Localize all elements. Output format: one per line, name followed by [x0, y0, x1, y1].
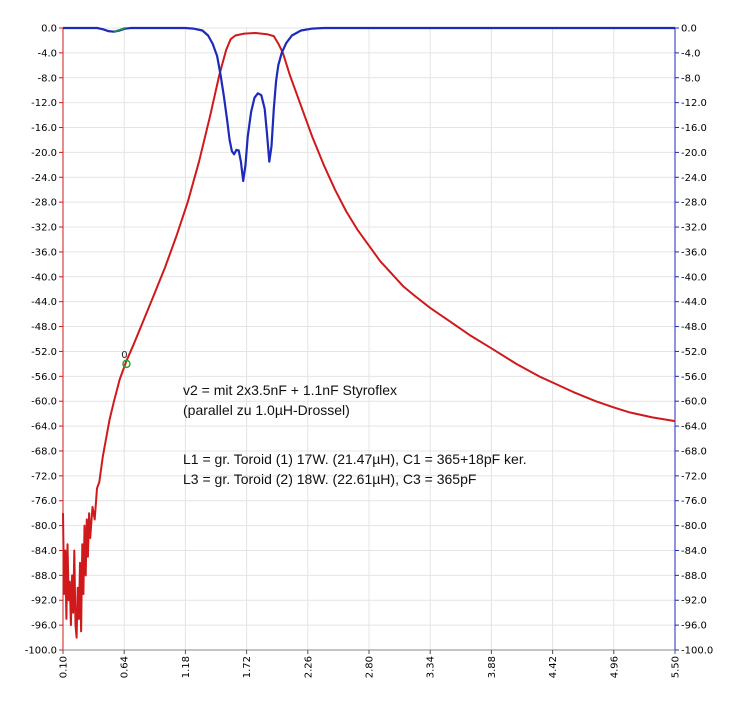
- right-tick-label: -8.0: [681, 73, 701, 84]
- right-tick-label: -76.0: [681, 496, 707, 507]
- left-tick-label: -36.0: [31, 247, 57, 258]
- left-tick-label: -52.0: [31, 347, 57, 358]
- right-tick-label: -64.0: [681, 422, 707, 433]
- series-line-blue: [63, 26, 675, 183]
- annotation-line-1: v2 = mit 2x3.5nF + 1.1nF Styroflex: [183, 382, 397, 398]
- x-tick-label: 0.10: [59, 656, 70, 678]
- plot-area: 0: [62, 26, 676, 639]
- grid-lines: [62, 27, 676, 651]
- left-tick-label: -60.0: [31, 397, 57, 408]
- left-tick-label: -84.0: [31, 546, 57, 557]
- x-tick-label: 1.72: [242, 656, 253, 678]
- left-tick-label: -24.0: [31, 173, 57, 184]
- left-tick-label: -88.0: [31, 571, 57, 582]
- left-tick-label: -68.0: [31, 446, 57, 457]
- left-tick-label: -56.0: [31, 372, 57, 383]
- annotation-line-3: L1 = gr. Toroid (1) 17W. (21.47µH), C1 =…: [183, 451, 527, 467]
- left-tick-label: -28.0: [31, 198, 57, 209]
- left-tick-label: 0.0: [41, 24, 57, 35]
- right-tick-label: 0.0: [681, 24, 697, 35]
- right-tick-label: -88.0: [681, 571, 707, 582]
- right-tick-label: -4.0: [681, 48, 701, 59]
- left-tick-label: -44.0: [31, 297, 57, 308]
- right-tick-label: -48.0: [681, 322, 707, 333]
- right-tick-label: -100.0: [681, 646, 713, 657]
- annotation-line-4: L3 = gr. Toroid (2) 18W. (22.61µH), C3 =…: [183, 471, 476, 487]
- x-tick-label: 2.26: [303, 656, 314, 678]
- right-tick-label: -24.0: [681, 173, 707, 184]
- x-tick-label: 4.42: [548, 656, 559, 678]
- right-axis-ticks: 0.0 -4.0 -8.0 -12.0 -16.0 -20.0 -24.0 -28.0 -32.…: [675, 24, 713, 657]
- left-tick-label: -76.0: [31, 496, 57, 507]
- left-tick-label: -96.0: [31, 621, 57, 632]
- left-tick-label: -100.0: [25, 646, 57, 657]
- annotations: v2 = mit 2x3.5nF + 1.1nF Styroflex (para…: [183, 382, 527, 487]
- left-tick-label: -16.0: [31, 123, 57, 134]
- right-tick-label: -20.0: [681, 148, 707, 159]
- right-tick-label: -96.0: [681, 621, 707, 632]
- left-tick-label: -72.0: [31, 471, 57, 482]
- right-tick-label: -32.0: [681, 223, 707, 234]
- left-tick-label: -40.0: [31, 272, 57, 283]
- right-tick-label: -56.0: [681, 372, 707, 383]
- x-tick-label: 3.88: [487, 656, 498, 678]
- right-tick-label: -52.0: [681, 347, 707, 358]
- x-tick-label: 0.64: [120, 656, 131, 678]
- x-tick-label: 1.18: [181, 656, 192, 678]
- series-line-red: [62, 32, 676, 639]
- left-tick-label: -48.0: [31, 322, 57, 333]
- marker-point: [122, 359, 131, 369]
- right-tick-label: -72.0: [681, 471, 707, 482]
- left-tick-label: -12.0: [31, 98, 57, 109]
- x-tick-label: 3.34: [426, 656, 437, 678]
- right-tick-label: -40.0: [681, 272, 707, 283]
- x-tick-label: 5.50: [671, 656, 682, 678]
- right-tick-label: -84.0: [681, 546, 707, 557]
- right-tick-label: -68.0: [681, 446, 707, 457]
- right-tick-label: -44.0: [681, 297, 707, 308]
- marker-label: 0: [121, 350, 127, 361]
- left-tick-label: -4.0: [37, 48, 57, 59]
- left-tick-label: -80.0: [31, 521, 57, 532]
- left-tick-label: -20.0: [31, 148, 57, 159]
- right-tick-label: -92.0: [681, 596, 707, 607]
- x-axis-ticks: 0.10 0.64 1.18 1.72 2.26 2.80 3.34 3.88 4.42 4.96…: [59, 650, 682, 678]
- left-tick-label: -8.0: [37, 73, 57, 84]
- x-tick-label: 2.80: [365, 656, 376, 678]
- right-tick-label: -12.0: [681, 98, 707, 109]
- left-tick-label: -64.0: [31, 422, 57, 433]
- x-tick-label: 4.96: [609, 656, 620, 678]
- left-tick-label: -92.0: [31, 596, 57, 607]
- left-tick-label: -32.0: [31, 223, 57, 234]
- series-line-green: [113, 27, 126, 33]
- right-tick-label: -36.0: [681, 247, 707, 258]
- annotation-line-2: (parallel zu 1.0µH-Drossel): [183, 402, 350, 418]
- right-tick-label: -60.0: [681, 397, 707, 408]
- right-tick-label: -16.0: [681, 123, 707, 134]
- right-tick-label: -28.0: [681, 198, 707, 209]
- left-axis-ticks: 0.0 -4.0 -8.0 -12.0 -16.0 -20.0 -24.0 -28.0 -32.…: [25, 24, 63, 657]
- right-tick-label: -80.0: [681, 521, 707, 532]
